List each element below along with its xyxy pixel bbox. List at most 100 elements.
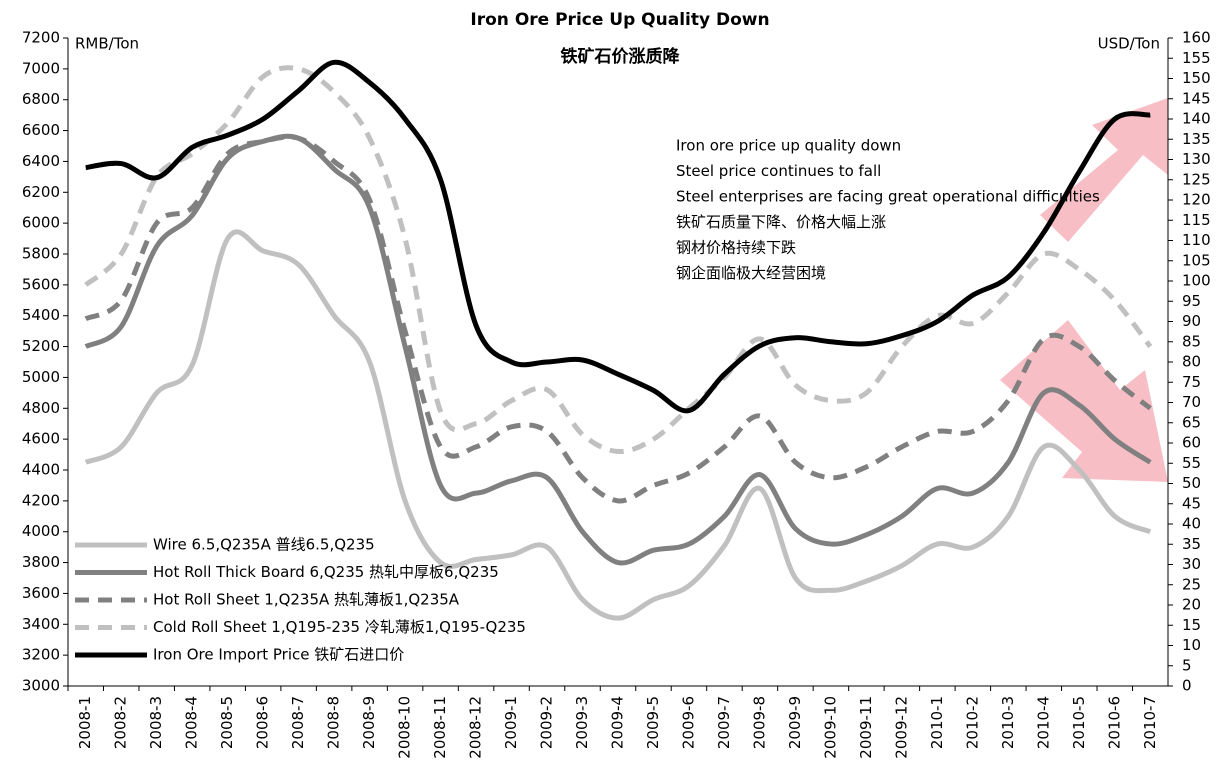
x-tick-label: 2008-7 bbox=[289, 696, 307, 749]
y-tick-label: 4000 bbox=[22, 522, 60, 540]
x-tick-label: 2008-3 bbox=[147, 696, 165, 749]
y2-tick-label: 15 bbox=[1182, 616, 1201, 634]
y-tick-label: 5400 bbox=[22, 306, 60, 324]
y2-tick-label: 45 bbox=[1182, 494, 1201, 512]
x-tick-label: 2008-2 bbox=[112, 696, 130, 749]
y2-tick-label: 25 bbox=[1182, 575, 1201, 593]
y2-tick-label: 115 bbox=[1182, 211, 1211, 229]
annotation: 钢企面临极大经营困境 bbox=[676, 264, 826, 282]
y2-tick-label: 110 bbox=[1182, 231, 1211, 249]
y2-tick-label: 85 bbox=[1182, 332, 1201, 350]
x-tick-label: 2008-10 bbox=[396, 696, 414, 759]
chart: Iron Ore Price Up Quality Down 铁矿石价涨质降 R… bbox=[0, 0, 1229, 770]
x-tick-label: 2009-5 bbox=[644, 696, 662, 749]
y-tick-label: 5000 bbox=[22, 368, 60, 386]
y-tick-label: 4600 bbox=[22, 430, 60, 448]
y2-tick-label: 105 bbox=[1182, 251, 1211, 269]
y-tick-label: 6800 bbox=[22, 90, 60, 108]
y2-tick-label: 120 bbox=[1182, 191, 1211, 209]
y2-tick-label: 155 bbox=[1182, 49, 1211, 67]
y2-tick-label: 125 bbox=[1182, 170, 1211, 188]
y-axis-unit: RMB/Ton bbox=[75, 35, 139, 53]
y-tick-label: 3400 bbox=[22, 615, 60, 633]
y2-tick-label: 60 bbox=[1182, 434, 1201, 452]
y2-tick-label: 35 bbox=[1182, 535, 1201, 553]
annotation: Steel enterprises are facing great opera… bbox=[676, 188, 1100, 206]
legend-label: Hot Roll Sheet 1,Q235A 热轧薄板1,Q235A bbox=[153, 591, 460, 609]
y2-tick-label: 135 bbox=[1182, 130, 1211, 148]
x-tick-label: 2008-8 bbox=[325, 696, 343, 749]
y2-tick-label: 95 bbox=[1182, 292, 1201, 310]
y2-tick-label: 20 bbox=[1182, 596, 1201, 614]
x-tick-label: 2009-9 bbox=[786, 696, 804, 749]
x-tick-label: 2010-2 bbox=[963, 696, 981, 749]
y-tick-label: 4200 bbox=[22, 491, 60, 509]
x-tick-label: 2008-11 bbox=[431, 696, 449, 759]
y-tick-label: 5800 bbox=[22, 245, 60, 263]
x-tick-label: 2010-3 bbox=[999, 696, 1017, 749]
y-tick-label: 7000 bbox=[22, 59, 60, 77]
chart-subtitle: 铁矿石价涨质降 bbox=[561, 46, 681, 67]
y-tick-label: 5600 bbox=[22, 275, 60, 293]
annotation: 铁矿石质量下降、价格大幅上涨 bbox=[676, 213, 886, 231]
y-tick-label: 4800 bbox=[22, 399, 60, 417]
x-tick-label: 2008-6 bbox=[254, 696, 272, 749]
y-tick-label: 6000 bbox=[22, 214, 60, 232]
x-tick-label: 2009-3 bbox=[573, 696, 591, 749]
x-tick-label: 2008-5 bbox=[218, 696, 236, 749]
y-tick-label: 3800 bbox=[22, 553, 60, 571]
y2-tick-label: 5 bbox=[1182, 656, 1192, 674]
annotation: Iron ore price up quality down bbox=[676, 137, 901, 155]
x-tick-label: 2009-11 bbox=[857, 696, 875, 759]
y2-tick-label: 140 bbox=[1182, 110, 1211, 128]
y2-tick-label: 160 bbox=[1182, 29, 1211, 47]
y2-tick-label: 70 bbox=[1182, 393, 1201, 411]
y2-tick-label: 55 bbox=[1182, 454, 1201, 472]
y-tick-label: 5200 bbox=[22, 337, 60, 355]
x-tick-label: 2009-4 bbox=[609, 696, 627, 749]
x-tick-label: 2010-6 bbox=[1105, 696, 1123, 749]
y2-tick-label: 145 bbox=[1182, 89, 1211, 107]
legend-label: Iron Ore Import Price 铁矿石进口价 bbox=[153, 646, 404, 664]
y2-tick-label: 10 bbox=[1182, 636, 1201, 654]
x-tick-label: 2009-1 bbox=[502, 696, 520, 749]
legend-label: Cold Roll Sheet 1,Q195-235 冷轧薄板1,Q195-Q2… bbox=[153, 618, 526, 636]
x-tick-label: 2008-12 bbox=[467, 696, 485, 759]
series-line bbox=[86, 68, 1151, 452]
x-tick-label: 2008-1 bbox=[76, 696, 94, 749]
y-tick-label: 6200 bbox=[22, 183, 60, 201]
y-tick-label: 3000 bbox=[22, 677, 60, 695]
x-tick-label: 2009-7 bbox=[715, 696, 733, 749]
y2-tick-label: 30 bbox=[1182, 555, 1201, 573]
y2-tick-label: 90 bbox=[1182, 312, 1201, 330]
y-tick-label: 7200 bbox=[22, 29, 60, 47]
x-tick-label: 2008-9 bbox=[360, 696, 378, 749]
legend-label: Wire 6.5,Q235A 普线6.5,Q235 bbox=[153, 536, 375, 554]
y-tick-label: 3600 bbox=[22, 584, 60, 602]
up-arrow bbox=[1040, 98, 1168, 242]
y-tick-label: 4400 bbox=[22, 461, 60, 479]
x-tick-label: 2010-5 bbox=[1070, 696, 1088, 749]
x-tick-label: 2009-12 bbox=[892, 696, 910, 759]
y-tick-label: 6400 bbox=[22, 152, 60, 170]
x-tick-label: 2010-1 bbox=[928, 696, 946, 749]
y2-tick-label: 40 bbox=[1182, 515, 1201, 533]
y2-tick-label: 50 bbox=[1182, 474, 1201, 492]
y2-tick-label: 75 bbox=[1182, 373, 1201, 391]
y2-tick-label: 130 bbox=[1182, 150, 1211, 168]
x-tick-label: 2010-7 bbox=[1141, 696, 1159, 749]
y2-tick-label: 65 bbox=[1182, 413, 1201, 431]
y2-tick-label: 150 bbox=[1182, 69, 1211, 87]
x-tick-label: 2009-10 bbox=[821, 696, 839, 759]
y2-axis-unit: USD/Ton bbox=[1098, 35, 1160, 53]
x-tick-label: 2010-4 bbox=[1034, 696, 1052, 749]
x-tick-label: 2009-8 bbox=[750, 696, 768, 749]
y2-tick-label: 80 bbox=[1182, 353, 1201, 371]
y-tick-label: 3200 bbox=[22, 646, 60, 664]
annotation: 钢材价格持续下跌 bbox=[676, 239, 796, 257]
x-tick-label: 2008-4 bbox=[183, 696, 201, 749]
chart-title: Iron Ore Price Up Quality Down bbox=[470, 10, 769, 30]
y2-tick-label: 0 bbox=[1182, 677, 1192, 695]
y2-tick-label: 100 bbox=[1182, 272, 1211, 290]
y-tick-label: 6600 bbox=[22, 121, 60, 139]
